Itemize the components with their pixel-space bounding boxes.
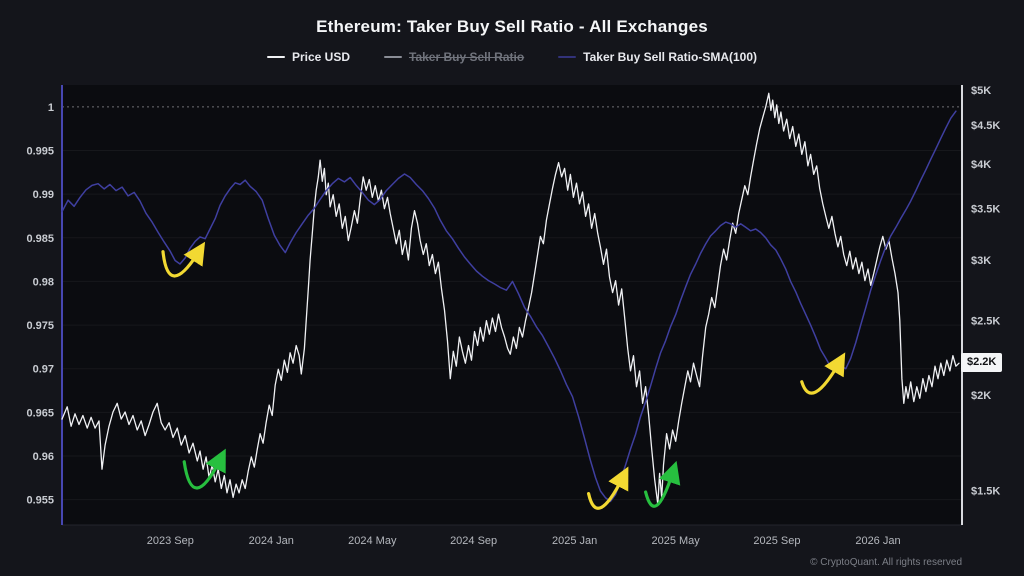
x-axis-tick-label: 2025 Jan [552, 535, 597, 547]
legend-item-price-usd[interactable]: Price USD [266, 50, 351, 64]
copyright-text: © CryptoQuant. All rights reserved [810, 557, 962, 568]
chart-legend: Price USD Taker Buy Sell Ratio Taker Buy… [0, 50, 1024, 64]
x-axis-tick-label: 2024 Jan [249, 535, 294, 547]
left-axis-tick-label: 0.975 [26, 320, 54, 332]
right-axis-tick-label: $4.5K [971, 120, 1000, 132]
left-axis-tick-label: 0.995 [26, 145, 54, 157]
legend-item-taker-buy-sell-ratio-sma[interactable]: Taker Buy Sell Ratio-SMA(100) [558, 50, 757, 64]
yellow-up-arrow-annotation [587, 466, 629, 510]
series-line-taker-buy-sell-ratio-sma-100- [61, 110, 957, 503]
chart-title: Ethereum: Taker Buy Sell Ratio - All Exc… [316, 17, 708, 36]
legend-label: Price USD [291, 50, 351, 64]
right-axis-tick-label: $1.5K [971, 486, 1000, 498]
x-axis-tick-label: 2024 May [348, 535, 397, 547]
line-marker-icon [558, 56, 577, 58]
yellow-up-arrow-annotation [800, 352, 846, 395]
x-axis-tick-label: 2025 Sep [753, 535, 800, 547]
x-axis-tick-label: 2023 Sep [147, 535, 194, 547]
legend-label: Taker Buy Sell Ratio-SMA(100) [583, 50, 757, 64]
left-axis-tick-label: 0.97 [33, 364, 54, 376]
left-axis-tick-label: 0.965 [26, 407, 54, 419]
right-axis-tick-label: $3.5K [971, 204, 1000, 216]
right-axis-tick-label: $5K [971, 85, 991, 97]
legend-label: Taker Buy Sell Ratio [409, 50, 525, 64]
x-axis-tick-label: 2024 Sep [450, 535, 497, 547]
x-axis-tick-label: 2025 May [651, 535, 700, 547]
last-price-badge: $2.2K [961, 353, 1003, 373]
green-up-arrow-annotation [644, 460, 681, 508]
legend-item-taker-buy-sell-ratio[interactable]: Taker Buy Sell Ratio [384, 50, 524, 64]
left-axis-tick-label: 0.955 [26, 495, 54, 507]
left-axis-tick-label: 1 [48, 102, 54, 114]
right-axis-tick-label: $4K [971, 159, 991, 171]
left-axis-tick-label: 0.99 [33, 189, 54, 201]
right-axis-tick-label: $3K [971, 255, 991, 267]
green-up-arrow-annotation [182, 448, 226, 490]
right-axis-tick-label: $2.5K [971, 316, 1000, 328]
series-line-price-usd [61, 92, 960, 505]
line-marker-icon [384, 56, 403, 58]
yellow-up-arrow-annotation [161, 241, 206, 278]
left-axis-tick-label: 0.96 [33, 451, 54, 463]
left-axis-tick-label: 0.98 [33, 276, 54, 288]
right-axis-tick-label: $2K [971, 390, 991, 402]
line-marker-icon [266, 56, 285, 58]
left-axis-tick-label: 0.985 [26, 233, 54, 245]
x-axis-tick-label: 2026 Jan [855, 535, 900, 547]
